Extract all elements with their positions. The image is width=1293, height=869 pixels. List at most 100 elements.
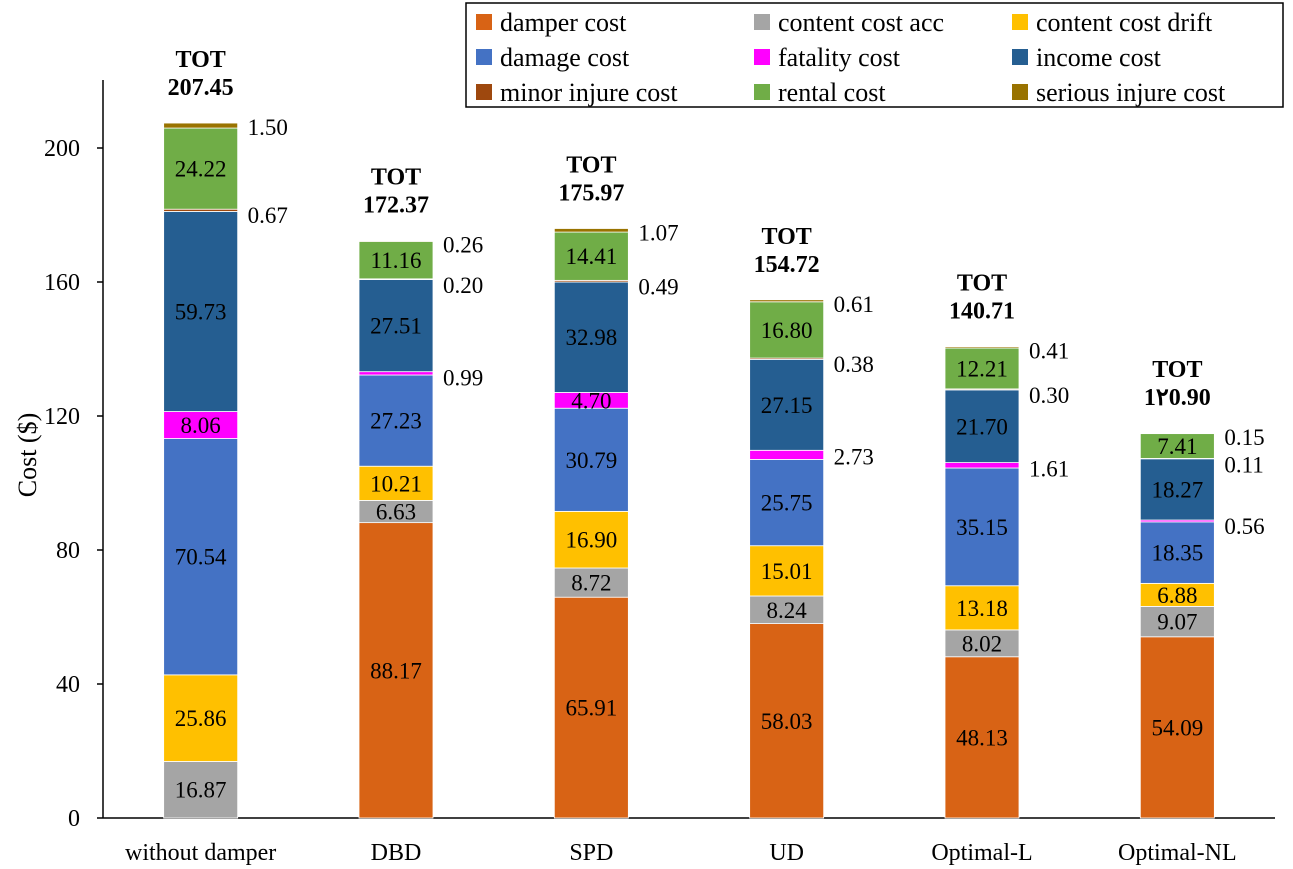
data-label: 30.79	[565, 448, 617, 473]
total-label-value: 172.37	[363, 193, 429, 219]
bar-segment	[749, 545, 825, 597]
data-label: 0.49	[638, 274, 678, 299]
y-tick-label: 80	[56, 538, 80, 564]
data-label: 27.51	[370, 314, 422, 339]
data-label: 8.06	[181, 413, 221, 438]
data-label: 0.67	[248, 203, 288, 228]
category-label: DBD	[371, 840, 422, 866]
data-label: 8.24	[767, 598, 808, 623]
data-label: 10.21	[370, 471, 422, 496]
legend-swatch	[476, 84, 492, 100]
bar-segment	[1139, 458, 1215, 521]
y-tick-label: 0	[68, 806, 80, 832]
data-label: 1.50	[248, 115, 288, 140]
total-label-value: 140.71	[949, 299, 1015, 325]
data-label: 8.02	[962, 631, 1002, 656]
category-label: Optimal-NL	[1118, 840, 1237, 866]
data-label: 9.07	[1157, 610, 1197, 635]
data-label: 0.61	[834, 292, 874, 317]
data-label: 65.91	[565, 696, 617, 721]
bar-segment	[163, 674, 239, 762]
legend-swatch	[754, 84, 770, 100]
legend-entry: damper cost	[500, 8, 627, 37]
category-label: Optimal-L	[931, 840, 1032, 866]
category-label: UD	[769, 840, 804, 866]
legend-entry: serious injure cost	[1036, 78, 1226, 107]
data-label: 0.20	[443, 273, 483, 298]
bar-segment	[553, 228, 629, 233]
bar-segment	[944, 656, 1020, 819]
data-label: 11.16	[371, 248, 422, 273]
data-label: 4.70	[571, 388, 611, 413]
bar-segment	[749, 301, 825, 359]
data-label: 0.56	[1224, 514, 1264, 539]
category-label: SPD	[569, 840, 613, 866]
bar-segment	[553, 231, 629, 281]
total-label-prefix: TOT	[566, 153, 616, 179]
bar-segment	[358, 371, 434, 376]
data-label: 16.90	[565, 528, 617, 553]
y-tick-label: 40	[56, 672, 80, 698]
legend-entry: damage cost	[500, 43, 630, 72]
legend-swatch	[476, 14, 492, 30]
legend-swatch	[1012, 14, 1028, 30]
data-label: 24.22	[175, 157, 227, 182]
bar-segment	[944, 585, 1020, 631]
total-label-value: 154.72	[754, 252, 820, 278]
data-label: 0.99	[443, 366, 483, 391]
bar-segment	[944, 462, 1020, 469]
bar-segment	[553, 407, 629, 512]
legend-swatch	[1012, 49, 1028, 65]
data-label: 13.18	[956, 596, 1008, 621]
bar-segment	[749, 449, 825, 460]
data-label: 0.11	[1224, 452, 1263, 477]
data-label: 58.03	[761, 709, 813, 734]
data-label: 1.61	[1029, 457, 1069, 482]
legend-entry: income cost	[1036, 43, 1162, 72]
bar-segment	[358, 279, 434, 373]
total-label-prefix: TOT	[176, 47, 226, 73]
data-label: 6.88	[1157, 583, 1197, 608]
data-label: 8.72	[571, 571, 611, 596]
data-label: 59.73	[175, 299, 227, 324]
bar-segment	[944, 389, 1020, 463]
data-label: 18.35	[1151, 541, 1203, 566]
bar-segment	[163, 211, 239, 412]
data-label: 35.15	[956, 515, 1008, 540]
data-label: 2.73	[834, 444, 874, 469]
bar-segment	[944, 347, 1020, 390]
data-label: 88.17	[370, 658, 422, 683]
bar-segment	[358, 374, 434, 467]
data-label: 0.15	[1224, 425, 1264, 450]
bar-segment	[1139, 521, 1215, 584]
data-label: 54.09	[1151, 715, 1203, 740]
total-label-value: 1۲0.90	[1144, 385, 1211, 411]
legend-swatch	[1012, 84, 1028, 100]
bar-segment	[944, 346, 1020, 349]
data-label: 0.26	[443, 233, 483, 258]
data-label: 70.54	[175, 545, 227, 570]
bar-segment	[749, 595, 825, 624]
bar-segment	[1139, 432, 1215, 435]
bar-segment	[749, 623, 825, 819]
bar-segment	[358, 522, 434, 819]
bar-segment	[358, 241, 434, 280]
legend-swatch	[754, 49, 770, 65]
total-label-value: 175.97	[558, 181, 624, 207]
data-label: 16.87	[175, 778, 227, 803]
y-tick-label: 160	[44, 270, 80, 296]
y-axis-label: Cost ($)	[13, 413, 42, 498]
total-label-prefix: TOT	[957, 271, 1007, 297]
data-label: 16.80	[761, 318, 813, 343]
legend-swatch	[754, 14, 770, 30]
bar-segment	[553, 596, 629, 819]
legend-entry: content cost drift	[1036, 8, 1213, 37]
data-label: 21.70	[956, 414, 1008, 439]
bar-segment	[163, 127, 239, 210]
data-label: 14.41	[565, 244, 617, 269]
data-label: 32.98	[565, 325, 617, 350]
data-label: 25.86	[175, 706, 227, 731]
data-label: 6.63	[376, 500, 416, 525]
